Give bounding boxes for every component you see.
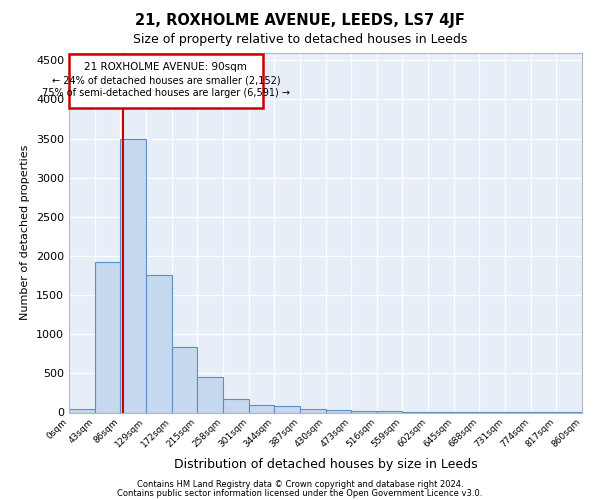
Text: ← 24% of detached houses are smaller (2,152): ← 24% of detached houses are smaller (2,… [52,75,280,85]
Bar [300,408,325,412]
Bar [69,408,95,412]
Text: Contains public sector information licensed under the Open Government Licence v3: Contains public sector information licen… [118,488,482,498]
Bar [197,378,223,412]
Bar [274,406,300,412]
Text: Contains HM Land Registry data © Crown copyright and database right 2024.: Contains HM Land Registry data © Crown c… [137,480,463,489]
Bar [172,347,197,412]
Text: 75% of semi-detached houses are larger (6,591) →: 75% of semi-detached houses are larger (… [42,88,290,98]
Bar [69,54,263,108]
Text: 21 ROXHOLME AVENUE: 90sqm: 21 ROXHOLME AVENUE: 90sqm [85,62,247,72]
Bar [121,138,146,412]
Bar [223,399,248,412]
Bar [325,410,351,412]
Y-axis label: Number of detached properties: Number of detached properties [20,145,31,320]
Text: Size of property relative to detached houses in Leeds: Size of property relative to detached ho… [133,32,467,46]
X-axis label: Distribution of detached houses by size in Leeds: Distribution of detached houses by size … [173,458,478,471]
Bar [95,262,121,412]
Bar [248,404,274,412]
Bar [146,275,172,412]
Bar [351,411,377,412]
Text: 21, ROXHOLME AVENUE, LEEDS, LS7 4JF: 21, ROXHOLME AVENUE, LEEDS, LS7 4JF [135,12,465,28]
